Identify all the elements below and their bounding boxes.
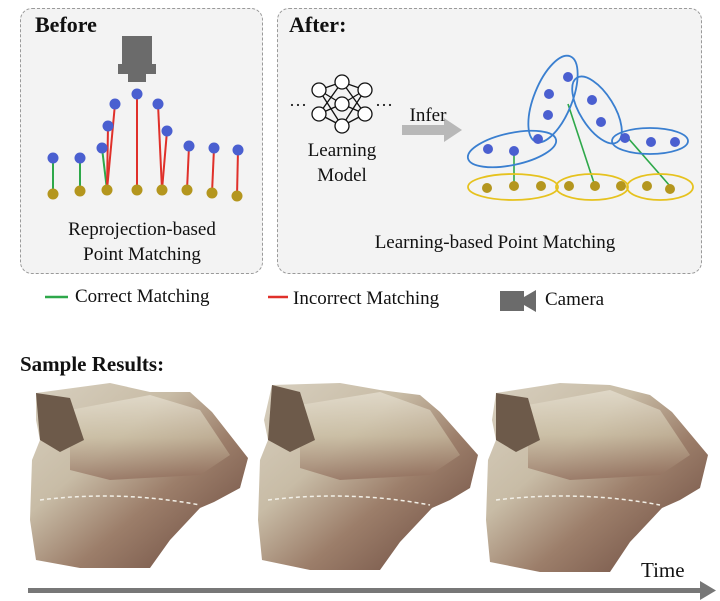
after-caption: Learning-based Point Matching [374, 232, 616, 253]
ellipsis-right: ··· [375, 95, 393, 115]
learning-model-label: Learning Model [292, 138, 392, 188]
camera-legend-icon [500, 290, 536, 312]
after-image-points [482, 181, 675, 194]
learning-model-line1: Learning [307, 140, 377, 161]
before-caption-line1: Reprojection-based [68, 219, 216, 240]
legend-incorrect-label: Incorrect Matching [293, 288, 440, 309]
point-cluster-ellipses [466, 54, 689, 169]
before-caption: Reprojection-based Point Matching [34, 217, 250, 267]
legend-camera-label: Camera [545, 289, 605, 310]
time-arrow [28, 581, 716, 600]
camera-icon [118, 36, 156, 82]
infer-arrow [402, 118, 462, 142]
ellipsis-left: ··· [289, 95, 307, 115]
before-title: Before [35, 12, 97, 37]
after-title: After: [289, 12, 347, 37]
before-image-points [47, 184, 243, 202]
time-label: Time [641, 558, 685, 582]
before-caption-line2: Point Matching [83, 244, 201, 265]
after-3d-points [483, 72, 680, 156]
before-3d-points [47, 88, 244, 164]
image-point-ellipses [467, 173, 694, 201]
sample-result-3 [486, 383, 708, 572]
learning-model-line2: Model [317, 165, 367, 186]
reprojection-lines [52, 94, 239, 197]
sample-results-title: Sample Results: [20, 352, 165, 376]
infer-label: Infer [409, 105, 447, 126]
sample-result-2 [258, 383, 478, 570]
legend-correct-label: Correct Matching [75, 286, 210, 307]
sample-result-1 [30, 383, 248, 568]
learned-correct-lines [513, 103, 671, 187]
neural-network-icon [311, 74, 373, 134]
